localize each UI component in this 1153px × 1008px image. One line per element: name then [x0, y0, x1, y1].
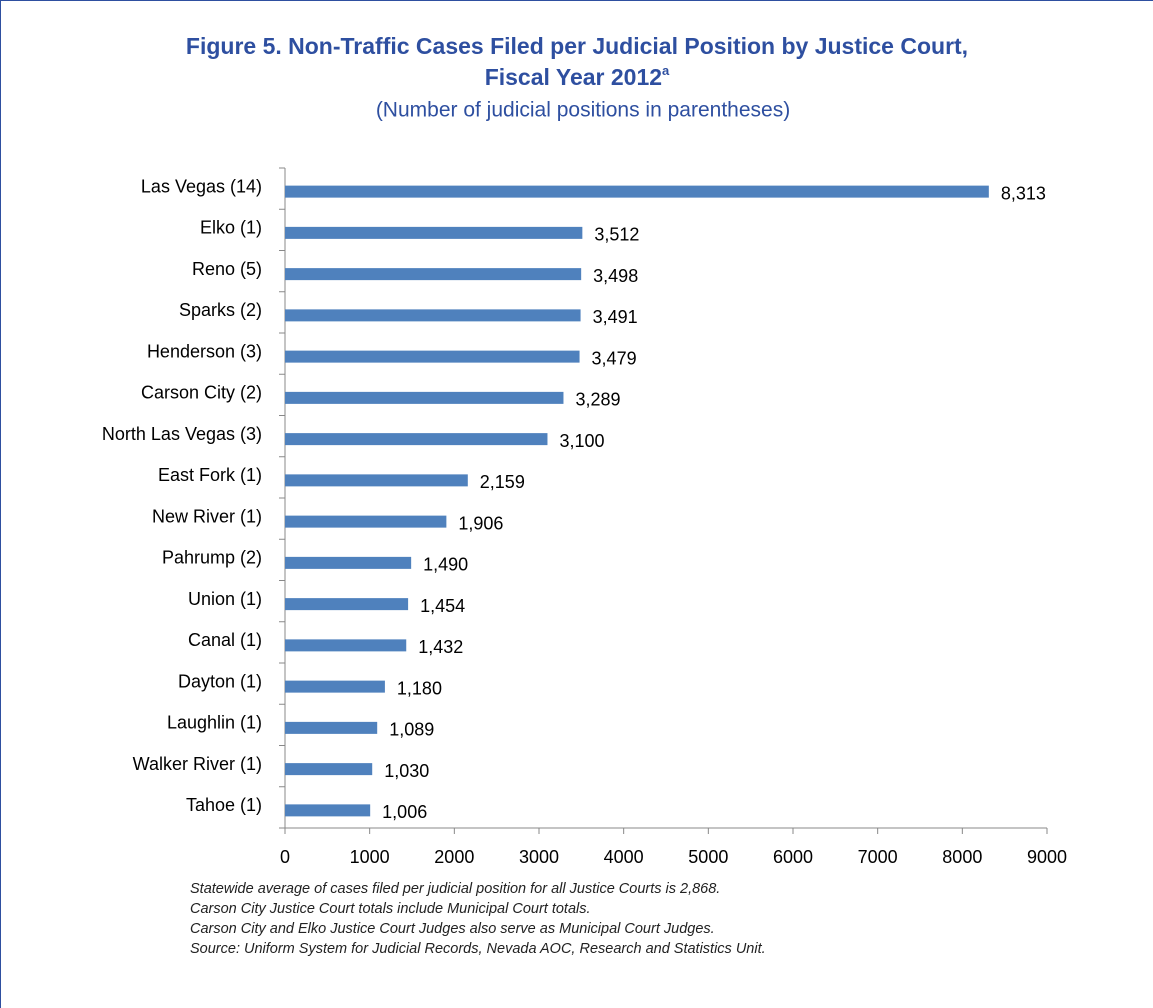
bar	[285, 721, 378, 734]
bar	[285, 391, 564, 404]
chart-title: Fiscal Year 2012a	[485, 63, 670, 90]
data-label: 1,180	[397, 678, 442, 698]
x-tick-label: 1000	[350, 847, 390, 867]
bar	[285, 598, 409, 611]
y-tick-label: Sparks (2)	[179, 300, 262, 320]
chart-subtitle: (Number of judicial positions in parenth…	[376, 99, 790, 122]
data-label: 2,159	[480, 472, 525, 492]
x-tick-label: 7000	[858, 847, 898, 867]
y-tick-label: Tahoe (1)	[186, 795, 262, 815]
y-tick-label: Henderson (3)	[147, 341, 262, 361]
footnote: Statewide average of cases filed per jud…	[190, 881, 720, 897]
y-tick-label: Dayton (1)	[178, 671, 262, 691]
data-label: 3,512	[594, 225, 639, 245]
y-tick-label: Las Vegas (14)	[141, 176, 262, 196]
bar	[285, 639, 407, 652]
data-label: 3,479	[592, 348, 637, 368]
x-tick-label: 0	[280, 847, 290, 867]
y-tick-label: Laughlin (1)	[167, 713, 262, 733]
y-tick-label: North Las Vegas (3)	[102, 424, 262, 444]
x-tick-label: 5000	[688, 847, 728, 867]
bar	[285, 556, 412, 569]
y-tick-label: Pahrump (2)	[162, 548, 262, 568]
x-tick-label: 4000	[604, 847, 644, 867]
data-label: 1,432	[418, 637, 463, 657]
data-label: 1,030	[384, 761, 429, 781]
y-tick-label: Canal (1)	[188, 630, 262, 650]
y-tick-label: Reno (5)	[192, 259, 262, 279]
bar	[285, 309, 581, 322]
y-tick-label: New River (1)	[152, 506, 262, 526]
bar	[285, 185, 989, 198]
y-tick-label: Carson City (2)	[141, 383, 262, 403]
bar	[285, 804, 371, 817]
chart-title: Figure 5. Non-Traffic Cases Filed per Ju…	[186, 33, 968, 59]
data-label: 1,089	[389, 720, 434, 740]
footnote: Carson City and Elko Justice Court Judge…	[190, 921, 715, 937]
chart-title: Fiscal Year 2012	[485, 64, 662, 90]
y-tick-label: Union (1)	[188, 589, 262, 609]
data-label: 1,490	[423, 555, 468, 575]
data-label: 1,906	[458, 513, 503, 533]
data-label: 3,491	[593, 307, 638, 327]
data-label: 1,454	[420, 596, 465, 616]
data-label: 3,289	[575, 390, 620, 410]
data-label: 8,313	[1001, 183, 1046, 203]
y-tick-label: Elko (1)	[200, 218, 262, 238]
bar	[285, 763, 373, 776]
title-superscript: a	[662, 63, 670, 78]
x-tick-label: 6000	[773, 847, 813, 867]
bar	[285, 515, 447, 528]
y-tick-label: Walker River (1)	[133, 754, 262, 774]
bar	[285, 226, 583, 239]
data-label: 3,498	[593, 266, 638, 286]
bar	[285, 268, 582, 281]
footnote: Carson City Justice Court totals include…	[190, 901, 591, 917]
x-tick-label: 2000	[434, 847, 474, 867]
x-tick-label: 8000	[942, 847, 982, 867]
data-label: 1,006	[382, 802, 427, 822]
bar	[285, 350, 580, 363]
bar	[285, 433, 548, 446]
y-tick-label: East Fork (1)	[158, 465, 262, 485]
bar	[285, 680, 385, 693]
x-tick-label: 9000	[1027, 847, 1067, 867]
x-tick-label: 3000	[519, 847, 559, 867]
bar	[285, 474, 468, 487]
data-label: 3,100	[559, 431, 604, 451]
footnote: Source: Uniform System for Judicial Reco…	[190, 941, 766, 957]
